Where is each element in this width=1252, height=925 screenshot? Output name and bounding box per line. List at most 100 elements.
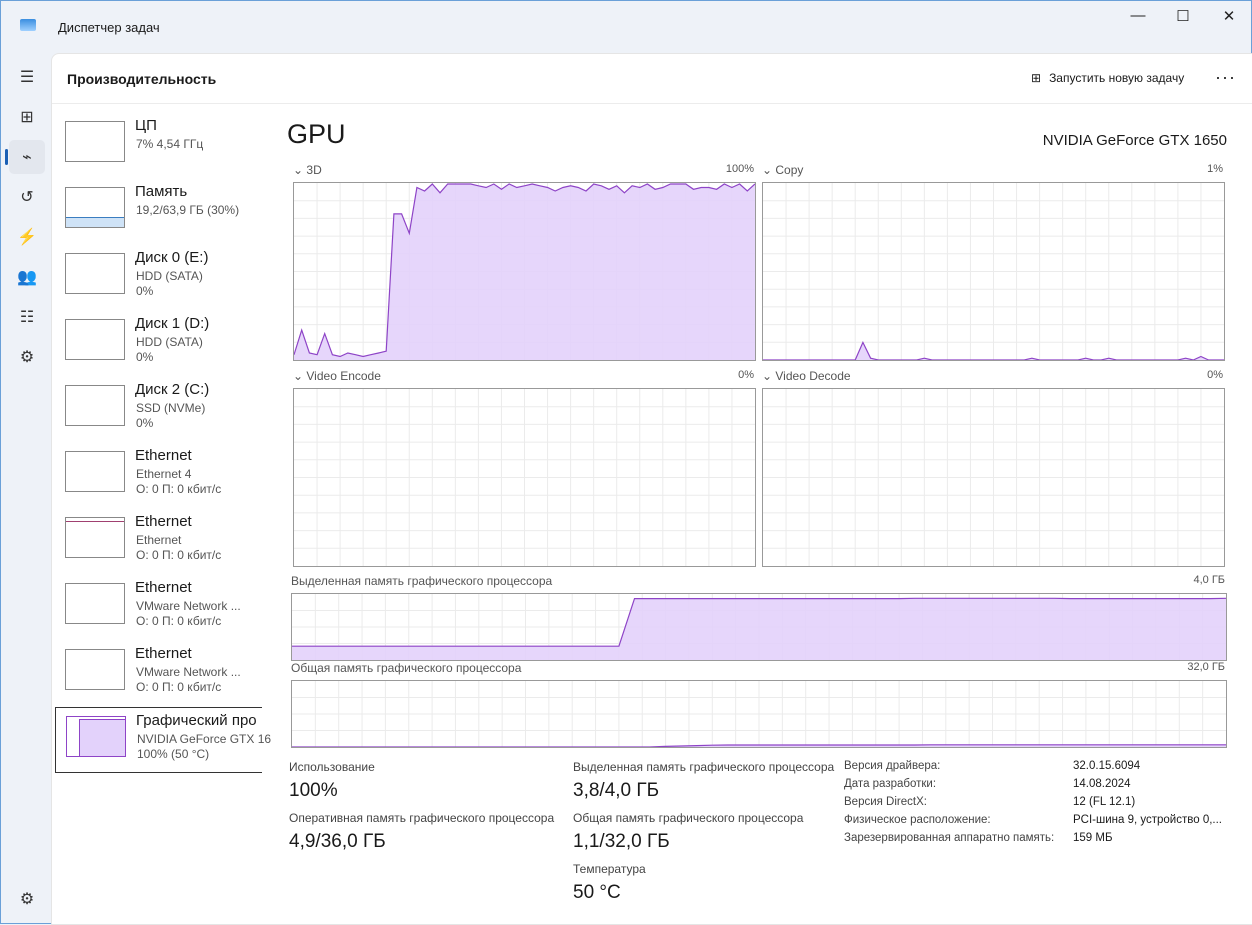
sidebar-thumbnail-graph xyxy=(65,517,125,558)
gpu-ram-label: Оперативная память графического процессо… xyxy=(289,811,555,825)
info-key: Физическое расположение: xyxy=(844,814,991,826)
series-line xyxy=(292,744,1226,747)
series-line xyxy=(294,183,755,358)
shared-value: 1,1/32,0 ГБ xyxy=(573,831,670,852)
info-value: 159 МБ xyxy=(1073,832,1113,844)
sidebar-item[interactable]: Память 19,2/63,9 ГБ (30%) xyxy=(55,179,261,245)
sidebar-item[interactable]: Ethernet Ethernet 4 О: 0 П: 0 кбит/с xyxy=(55,443,261,509)
series-area xyxy=(294,184,755,360)
info-key: Дата разработки: xyxy=(844,778,937,790)
series-line xyxy=(292,597,1226,647)
sidebar-item-detail: VMware Network ... xyxy=(136,665,241,679)
page-title: Производительность xyxy=(67,71,217,87)
graph-title[interactable]: ⌄ 3D xyxy=(293,163,322,177)
graph-title: Выделенная память графического процессор… xyxy=(291,574,553,588)
shared-label: Общая память графического процессора xyxy=(573,811,804,825)
sidebar-item[interactable]: ЦП 7% 4,54 ГГц xyxy=(55,113,261,179)
processes-icon[interactable]: ⊞ xyxy=(20,109,34,126)
sidebar-item-detail: VMware Network ... xyxy=(136,599,241,613)
sidebar-thumbnail-graph xyxy=(65,121,125,162)
graph-5 xyxy=(291,680,1227,748)
graph-max-label: 4,0 ГБ xyxy=(1193,574,1225,586)
info-key: Версия драйвера: xyxy=(844,760,941,772)
chevron-down-icon: ⌄ xyxy=(293,163,307,177)
graph-max-label: 100% xyxy=(725,163,754,175)
settings-icon[interactable]: ⚙ xyxy=(19,891,35,908)
minimize-button[interactable]: — xyxy=(1130,7,1146,24)
sidebar-item-value: 0% xyxy=(136,350,154,364)
gpu-title: GPU xyxy=(287,119,346,149)
sidebar-item[interactable]: Диск 2 (C:) SSD (NVMe) 0% xyxy=(55,377,261,443)
sidebar-item-name: Ethernet xyxy=(135,645,192,662)
sidebar-item[interactable]: Диск 1 (D:) HDD (SATA) 0% xyxy=(55,311,261,377)
graph-1 xyxy=(762,182,1225,361)
sidebar-item-detail: NVIDIA GeForce GTX 16 xyxy=(137,732,272,746)
graph-title[interactable]: ⌄ Video Decode xyxy=(762,369,851,383)
chevron-down-icon: ⌄ xyxy=(762,163,776,177)
graph-0 xyxy=(293,182,756,361)
startup-icon[interactable]: ⚡ xyxy=(17,229,37,246)
new-task-label: Запустить новую задачу xyxy=(1049,71,1185,85)
sidebar-item-detail: 7% 4,54 ГГц xyxy=(136,137,204,151)
sidebar-thumbnail-graph xyxy=(66,716,126,757)
sidebar-thumbnail-graph xyxy=(65,253,125,294)
active-nav-indicator xyxy=(5,149,8,165)
more-options-button[interactable]: ··· xyxy=(1215,67,1236,87)
chevron-down-icon: ⌄ xyxy=(293,369,307,383)
header-divider xyxy=(52,103,1252,104)
sidebar-item-name: Диск 1 (D:) xyxy=(135,315,210,332)
sidebar-item-value: О: 0 П: 0 кбит/с xyxy=(136,548,222,562)
gpu-name: NVIDIA GeForce GTX 1650 xyxy=(1042,132,1227,149)
sidebar-item-name: ЦП xyxy=(135,117,157,134)
sidebar-item-detail: SSD (NVMe) xyxy=(136,401,206,415)
graph-max-label: 0% xyxy=(1207,369,1223,381)
sidebar-item-value: О: 0 П: 0 кбит/с xyxy=(136,482,222,496)
graph-max-label: 1% xyxy=(1207,163,1223,175)
sidebar-item-name: Ethernet xyxy=(135,579,192,596)
graph-3 xyxy=(762,388,1225,567)
temperature-label: Температура xyxy=(573,862,646,876)
info-value: 12 (FL 12.1) xyxy=(1073,796,1136,808)
new-task-button[interactable]: ⊞ Запустить новую задачу xyxy=(1031,71,1184,85)
sidebar-thumbnail-graph xyxy=(65,649,125,690)
sidebar-item[interactable]: Диск 0 (E:) HDD (SATA) 0% xyxy=(55,245,261,311)
sidebar-item[interactable]: Ethernet VMware Network ... О: 0 П: 0 кб… xyxy=(55,641,261,707)
sidebar-item-value: О: 0 П: 0 кбит/с xyxy=(136,614,222,628)
sidebar-item-detail: Ethernet xyxy=(136,533,182,547)
services-icon[interactable]: ⚙ xyxy=(19,349,35,366)
users-icon[interactable]: 👥 xyxy=(17,269,37,286)
sidebar-item[interactable]: Графический про NVIDIA GeForce GTX 16 10… xyxy=(55,707,271,773)
sidebar-thumbnail-graph xyxy=(65,385,125,426)
gpu-ram-value: 4,9/36,0 ГБ xyxy=(289,831,386,852)
sidebar-item-detail: Ethernet 4 xyxy=(136,467,192,481)
sidebar-item-detail: HDD (SATA) xyxy=(136,335,203,349)
sidebar-thumbnail-graph xyxy=(65,319,125,360)
app-history-icon[interactable]: ↺ xyxy=(20,189,34,206)
hamburger-icon[interactable]: ☰ xyxy=(19,69,35,86)
graph-title[interactable]: ⌄ Copy xyxy=(762,163,804,177)
chevron-down-icon: ⌄ xyxy=(762,369,776,383)
maximize-button[interactable]: ☐ xyxy=(1176,8,1190,25)
sidebar-item-detail: HDD (SATA) xyxy=(136,269,203,283)
graph-title[interactable]: ⌄ Video Encode xyxy=(293,369,381,383)
sidebar-item-name: Ethernet xyxy=(135,513,192,530)
usage-label: Использование xyxy=(289,760,375,774)
series-area xyxy=(292,598,1226,660)
performance-icon[interactable]: ⌁ xyxy=(9,140,45,174)
graph-max-label: 32,0 ГБ xyxy=(1187,661,1225,673)
sidebar-thumbnail-graph xyxy=(65,451,125,492)
graph-title: Общая память графического процессора xyxy=(291,661,522,675)
graph-max-label: 0% xyxy=(738,369,754,381)
sidebar-item-value: О: 0 П: 0 кбит/с xyxy=(136,680,222,694)
close-button[interactable]: ✕ xyxy=(1222,8,1236,25)
info-value: 14.08.2024 xyxy=(1073,778,1131,790)
sidebar-item[interactable]: Ethernet Ethernet О: 0 П: 0 кбит/с xyxy=(55,509,261,575)
info-value: PCI-шина 9, устройство 0,... xyxy=(1073,814,1222,826)
details-icon[interactable]: ☷ xyxy=(19,309,35,326)
window-title: Диспетчер задач xyxy=(58,20,160,35)
graph-4 xyxy=(291,593,1227,661)
info-key: Версия DirectX: xyxy=(844,796,927,808)
dedicated-value: 3,8/4,0 ГБ xyxy=(573,780,660,801)
sidebar-item-name: Память xyxy=(135,183,188,200)
sidebar-item[interactable]: Ethernet VMware Network ... О: 0 П: 0 кб… xyxy=(55,575,261,641)
